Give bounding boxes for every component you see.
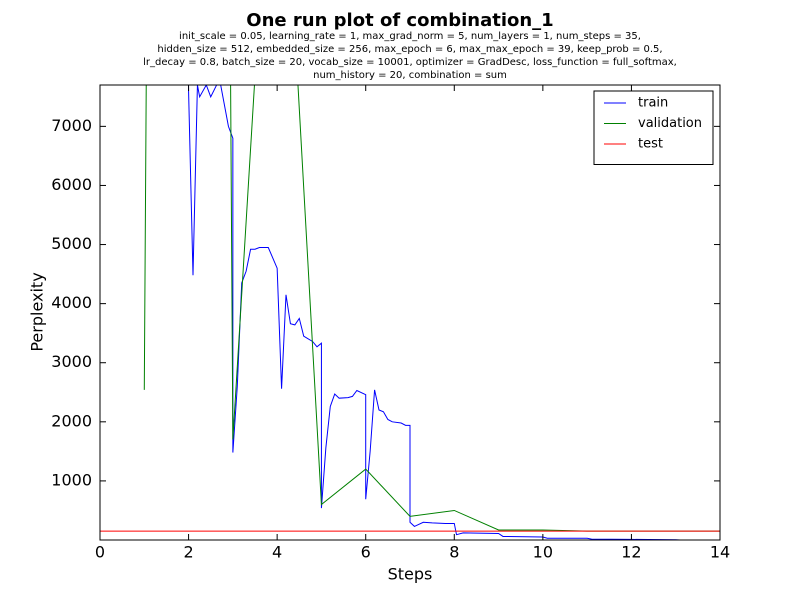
- subtitle-line: init_scale = 0.05, learning_rate = 1, ma…: [179, 31, 641, 42]
- subtitle-line: num_history = 20, combination = sum: [313, 70, 507, 81]
- legend-label: test: [638, 137, 663, 152]
- y-tick-label: 3000: [51, 352, 92, 371]
- plot-frame: [99, 84, 721, 541]
- x-tick-label: 14: [710, 543, 730, 562]
- x-axis-label: Steps: [388, 565, 433, 584]
- plot-area: [100, 85, 720, 540]
- y-axis-label: Perplexity: [28, 272, 47, 351]
- y-tick-label: 5000: [51, 234, 92, 253]
- line-series: [187, 85, 720, 540]
- legend-label: validation: [638, 116, 702, 131]
- chart-title: One run plot of combination_1: [246, 10, 553, 31]
- legend-label: train: [638, 96, 668, 111]
- subtitle-line: hidden_size = 512, embedded_size = 256, …: [157, 44, 662, 55]
- x-tick-label: 8: [449, 543, 459, 562]
- y-tick-label: 6000: [51, 175, 92, 194]
- y-tick-label: 7000: [51, 116, 92, 135]
- y-tick-label: 4000: [51, 293, 92, 312]
- x-tick-label: 0: [95, 543, 105, 562]
- x-tick-label: 4: [272, 543, 282, 562]
- x-tick-label: 12: [621, 543, 641, 562]
- x-tick-label: 2: [183, 543, 193, 562]
- y-tick-label: 1000: [51, 470, 92, 489]
- subtitle-line: lr_decay = 0.8, batch_size = 20, vocab_s…: [143, 57, 677, 68]
- x-tick-label: 10: [533, 543, 553, 562]
- x-tick-label: 6: [361, 543, 371, 562]
- y-tick-label: 2000: [51, 411, 92, 430]
